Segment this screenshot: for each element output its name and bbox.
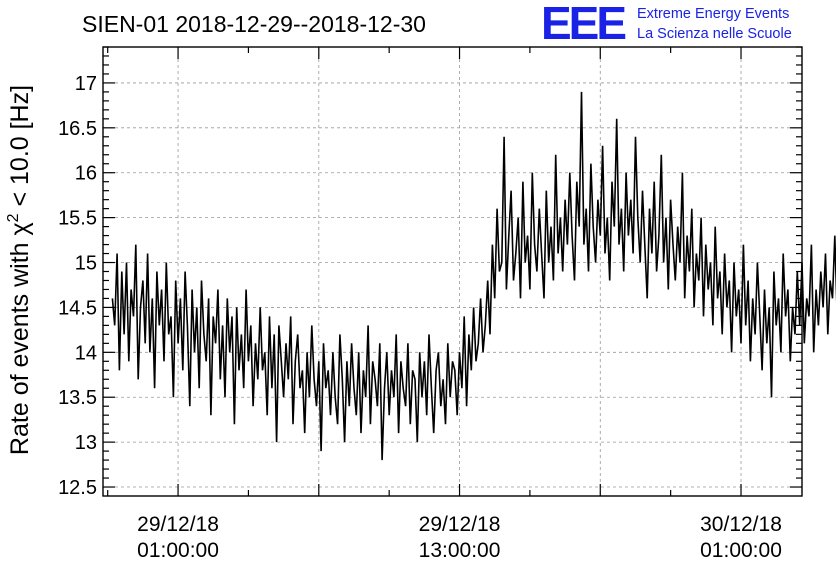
x-tick-label-date: 29/12/18: [419, 513, 501, 536]
series-line-1: [111, 91, 836, 461]
y-tick-label: 16: [75, 163, 97, 185]
y-axis-label-sup: 2: [5, 213, 22, 222]
y-axis-label-main: Rate of events with χ: [6, 222, 34, 455]
plot-border: [102, 46, 803, 497]
x-tick-label-time: 01:00:00: [700, 539, 782, 562]
y-tick-label: 13.5: [58, 387, 97, 409]
plot-frame: [102, 46, 803, 497]
y-tick-label: 16.5: [58, 118, 97, 140]
series-group: [111, 91, 836, 461]
x-tick-label-time: 01:00:00: [137, 539, 219, 562]
y-tick-label: 13: [75, 432, 97, 454]
eee-logo: EEE Extreme Energy Events La Scienza nel…: [541, 0, 792, 49]
y-axis: 12.5 13 13.5 14 14.5 15 15.5 16 16.5 17: [58, 46, 802, 499]
y-tick-label: 14: [75, 342, 97, 364]
x-tick-label-time: 13:00:00: [419, 539, 501, 562]
logo-line-2: La Scienza nelle Scuole: [637, 26, 792, 42]
y-tick-label: 15: [75, 253, 97, 275]
x-axis: 29/12/18 01:00:00 29/12/18 13:00:00 30/12/18…: [107, 47, 782, 562]
y-axis-label-tail: < 10.0 [Hz]: [6, 85, 34, 214]
x-tick-label-date: 29/12/18: [137, 513, 219, 536]
y-tick-label: 12.5: [58, 477, 97, 499]
logo-line-1: Extreme Energy Events: [637, 6, 789, 22]
logo-mark: EEE: [541, 0, 625, 49]
grid-lines: [103, 47, 802, 496]
y-tick-label: 15.5: [58, 208, 97, 230]
chart-title: SIEN-01 2018-12-29--2018-12-30: [82, 11, 426, 37]
y-tick-label: 17: [75, 73, 97, 95]
x-tick-label-date: 30/12/18: [700, 513, 782, 536]
y-tick-label: 14.5: [58, 297, 97, 319]
y-axis-label: Rate of events with χ2 < 10.0 [Hz]: [5, 85, 34, 455]
